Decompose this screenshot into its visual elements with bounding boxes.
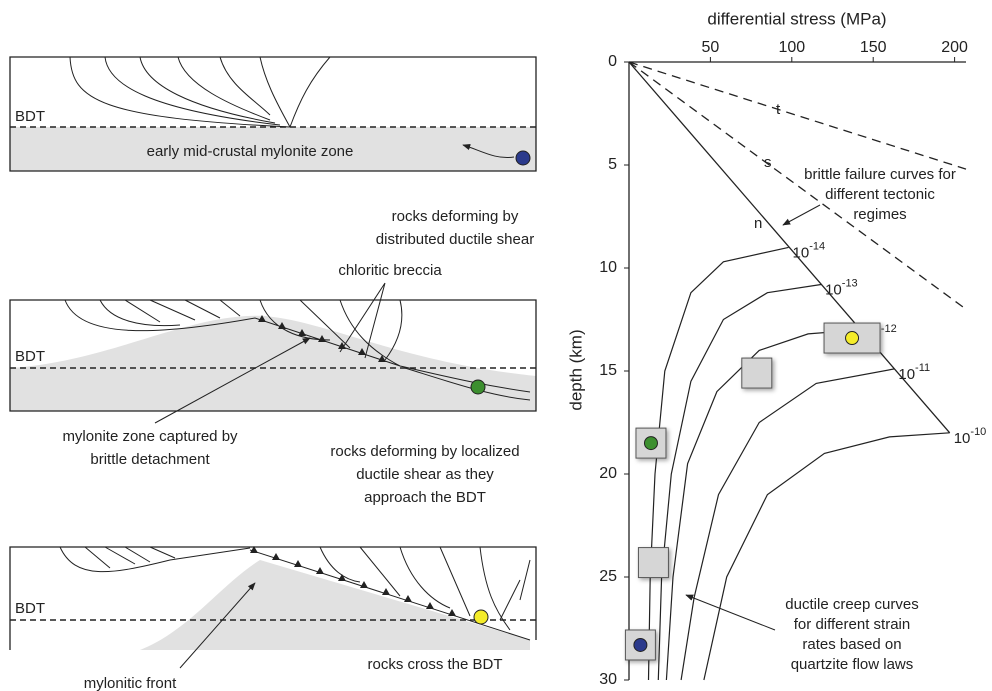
annotation: different tectonic [825, 186, 935, 203]
x-axis-title: differential stress (MPa) [707, 9, 886, 28]
caption: distributed ductile shear [376, 231, 534, 248]
panel-1: BDT early mid-crustal mylonite zone rock… [10, 57, 536, 248]
y-tick-label: 25 [599, 568, 617, 585]
curve-label-base: 10 [825, 281, 842, 298]
creep-curve [681, 369, 894, 680]
caption: ductile shear as they [356, 466, 494, 483]
annotation: regimes [853, 206, 906, 223]
annotation: rates based on [802, 636, 901, 653]
y-axis-title: depth (km) [566, 329, 585, 410]
x-tick-label: 50 [702, 39, 720, 56]
brittle-curve [629, 62, 966, 169]
y-tick-label: 15 [599, 362, 617, 379]
bdt-label: BDT [15, 108, 45, 125]
curve-label: 10-10 [954, 426, 987, 447]
top-label: chloritic breccia [338, 262, 442, 279]
curve-label: 10-13 [825, 277, 858, 298]
bdt-label: BDT [15, 348, 45, 365]
y-tick-label: 0 [608, 53, 617, 70]
bdt-label: BDT [15, 600, 45, 617]
annotation: ductile creep curves [785, 596, 918, 613]
y-tick-label: 30 [599, 671, 617, 688]
annotation: quartzite flow laws [791, 656, 914, 673]
caption: rocks deforming by [392, 208, 519, 225]
annotation: for different strain [794, 616, 910, 633]
caption: mylonite zone captured by [62, 428, 238, 445]
panel-3: BDT mylonitic front rocks cross the BDT [10, 546, 536, 691]
sample-box [638, 548, 668, 578]
arrow [686, 595, 775, 630]
caption: approach the BDT [364, 489, 486, 506]
chart: differential stress (MPa) depth (km) n s… [566, 9, 986, 688]
x-tick-label: 100 [778, 39, 805, 56]
y-tick-label: 5 [608, 156, 617, 173]
sample-dot [644, 437, 657, 450]
sample-dot [846, 332, 859, 345]
panel-2: BDT chloritic breccia mylonite zone capt… [10, 262, 536, 506]
sample-box [742, 358, 772, 388]
y-tick-label: 20 [599, 465, 617, 482]
curve-label-exp: -12 [881, 323, 897, 335]
curve-label-exp: -10 [970, 426, 986, 438]
zone-label: early mid-crustal mylonite zone [147, 143, 354, 160]
curve-label: 10-14 [793, 240, 826, 261]
mylonite-zone [10, 316, 536, 411]
curve-label-base: 10 [898, 366, 915, 383]
curve-name: n [754, 215, 762, 232]
annotation: brittle failure curves for [804, 166, 956, 183]
sample-dot [471, 380, 485, 394]
y-tick-label: 10 [599, 259, 617, 276]
caption: rocks deforming by localized [330, 443, 519, 460]
curve-label-base: 10 [793, 244, 810, 261]
x-tick-label: 150 [860, 39, 887, 56]
x-tick-label: 200 [941, 39, 968, 56]
sample-dot [516, 151, 530, 165]
arrow [783, 205, 820, 225]
caption: mylonitic front [84, 675, 177, 691]
sample-dot [634, 638, 647, 651]
figure: BDT early mid-crustal mylonite zone rock… [0, 0, 992, 691]
curve-label-base: 10 [954, 430, 971, 447]
curve-label-exp: -14 [809, 240, 825, 252]
faults [70, 57, 330, 127]
curve-label: 10-11 [898, 362, 930, 383]
caption: brittle detachment [90, 451, 210, 468]
sample-dot [474, 610, 488, 624]
caption: rocks cross the BDT [367, 656, 502, 673]
mylonite-zone [140, 560, 530, 650]
curve-label-exp: -13 [842, 277, 858, 289]
curve-label-exp: -11 [915, 362, 930, 374]
